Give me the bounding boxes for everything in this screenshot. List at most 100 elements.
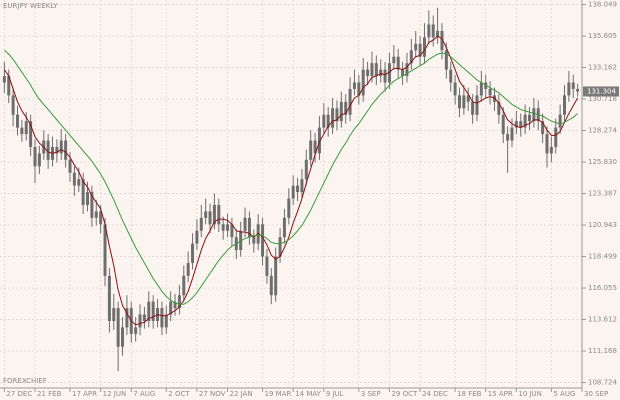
candle-body xyxy=(274,256,278,296)
candle-body xyxy=(514,121,518,128)
y-tick-label: 118.499 xyxy=(588,253,617,261)
y-tick-label: 120.943 xyxy=(588,221,617,229)
x-tick-label: 15 APR xyxy=(488,390,513,398)
candle-body xyxy=(558,114,562,128)
candle-body xyxy=(103,224,107,276)
candle-body xyxy=(545,134,549,154)
candle-body xyxy=(405,63,409,77)
candle-body xyxy=(396,56,400,70)
candle-body xyxy=(164,314,168,328)
x-tick-label: 30 SEP xyxy=(584,390,608,398)
candle-body xyxy=(11,95,15,115)
candle-body xyxy=(7,76,11,96)
candle-body xyxy=(374,63,378,77)
labels: 138.049 135.605 133.162 130.718 128.274 125.8… xyxy=(6,1,619,398)
candle-body xyxy=(335,108,339,122)
candle-body xyxy=(348,88,352,115)
candle-body xyxy=(387,63,391,83)
candle-body xyxy=(475,95,479,115)
candle-body xyxy=(471,101,475,115)
candle-body xyxy=(418,43,422,57)
y-tick-label: 133.162 xyxy=(588,64,617,72)
candle-body xyxy=(182,275,186,296)
candle-body xyxy=(134,327,138,334)
candle-body xyxy=(313,140,317,154)
candle-body xyxy=(304,159,308,180)
candle-body xyxy=(221,224,225,231)
candle-body xyxy=(24,121,28,135)
candle-body xyxy=(462,95,466,109)
x-tick-label: 14 MAY xyxy=(295,390,321,398)
x-tick-label: 29 OCT xyxy=(391,390,418,398)
candle-body xyxy=(77,179,81,186)
x-tick-label: 10 JUN xyxy=(518,390,542,398)
x-tick-label: 17 APR xyxy=(72,390,97,398)
candle-body xyxy=(523,114,527,128)
y-tick-label: 125.830 xyxy=(588,158,617,166)
candle-body xyxy=(571,82,575,89)
candle-body xyxy=(195,230,199,244)
y-tick-label: 135.605 xyxy=(588,32,617,40)
candle-body xyxy=(278,237,282,257)
candle-body xyxy=(99,211,103,225)
x-tick-label: 9 JUL xyxy=(326,390,344,398)
candle-body xyxy=(269,275,273,296)
candle-body xyxy=(309,140,313,160)
candle-body xyxy=(217,204,221,225)
candle-body xyxy=(440,30,444,51)
candle-body xyxy=(370,63,374,77)
candle-body xyxy=(427,24,431,38)
candle-body xyxy=(422,37,426,57)
candle-body xyxy=(567,82,571,96)
candle-body xyxy=(90,192,94,218)
candle-body xyxy=(142,314,146,321)
candle-body xyxy=(204,211,208,218)
candle-body xyxy=(59,140,63,154)
candle-body xyxy=(116,308,120,347)
y-tick-label: 128.274 xyxy=(588,127,617,135)
candle-body xyxy=(160,308,164,328)
x-tick-label: 27 NOV xyxy=(199,390,226,398)
candle-body xyxy=(532,108,536,122)
candle-body xyxy=(68,159,72,173)
candle-body xyxy=(401,69,405,77)
x-tick-label: 12 JUN xyxy=(103,390,127,398)
candle-body xyxy=(366,69,370,77)
candle-body xyxy=(562,95,566,115)
candle-body xyxy=(261,224,265,257)
candle-body xyxy=(527,114,531,122)
candle-body xyxy=(287,198,291,218)
marks xyxy=(2,7,580,372)
candle-body xyxy=(510,127,514,141)
y-tick-label: 138.049 xyxy=(588,1,617,9)
candle-body xyxy=(291,185,295,199)
candle-body xyxy=(199,217,203,231)
candle-body xyxy=(2,76,6,83)
candle-body xyxy=(16,114,20,128)
candle-body xyxy=(344,101,348,115)
candle-body xyxy=(361,69,365,96)
candle-body xyxy=(379,69,383,77)
y-tick-label: 111.168 xyxy=(588,347,617,355)
candle-body xyxy=(252,237,256,244)
candle-body xyxy=(497,101,501,115)
candle-body xyxy=(186,262,190,276)
candle-body xyxy=(457,95,461,109)
candle-body xyxy=(326,114,330,128)
x-tick-label: 22 JAN xyxy=(230,390,253,398)
candle-body xyxy=(265,256,269,276)
candle-body xyxy=(212,204,216,225)
candle-body xyxy=(169,301,173,315)
candle-body xyxy=(177,295,181,309)
candle-body xyxy=(501,114,505,135)
candle-body xyxy=(243,217,247,231)
candle-body xyxy=(81,179,85,205)
candle-body xyxy=(37,153,41,167)
candle-body xyxy=(519,121,523,128)
x-tick-label: 19 MAR xyxy=(265,390,292,398)
candle-body xyxy=(506,134,510,141)
candle-body xyxy=(300,179,304,193)
candle-body xyxy=(239,230,243,251)
